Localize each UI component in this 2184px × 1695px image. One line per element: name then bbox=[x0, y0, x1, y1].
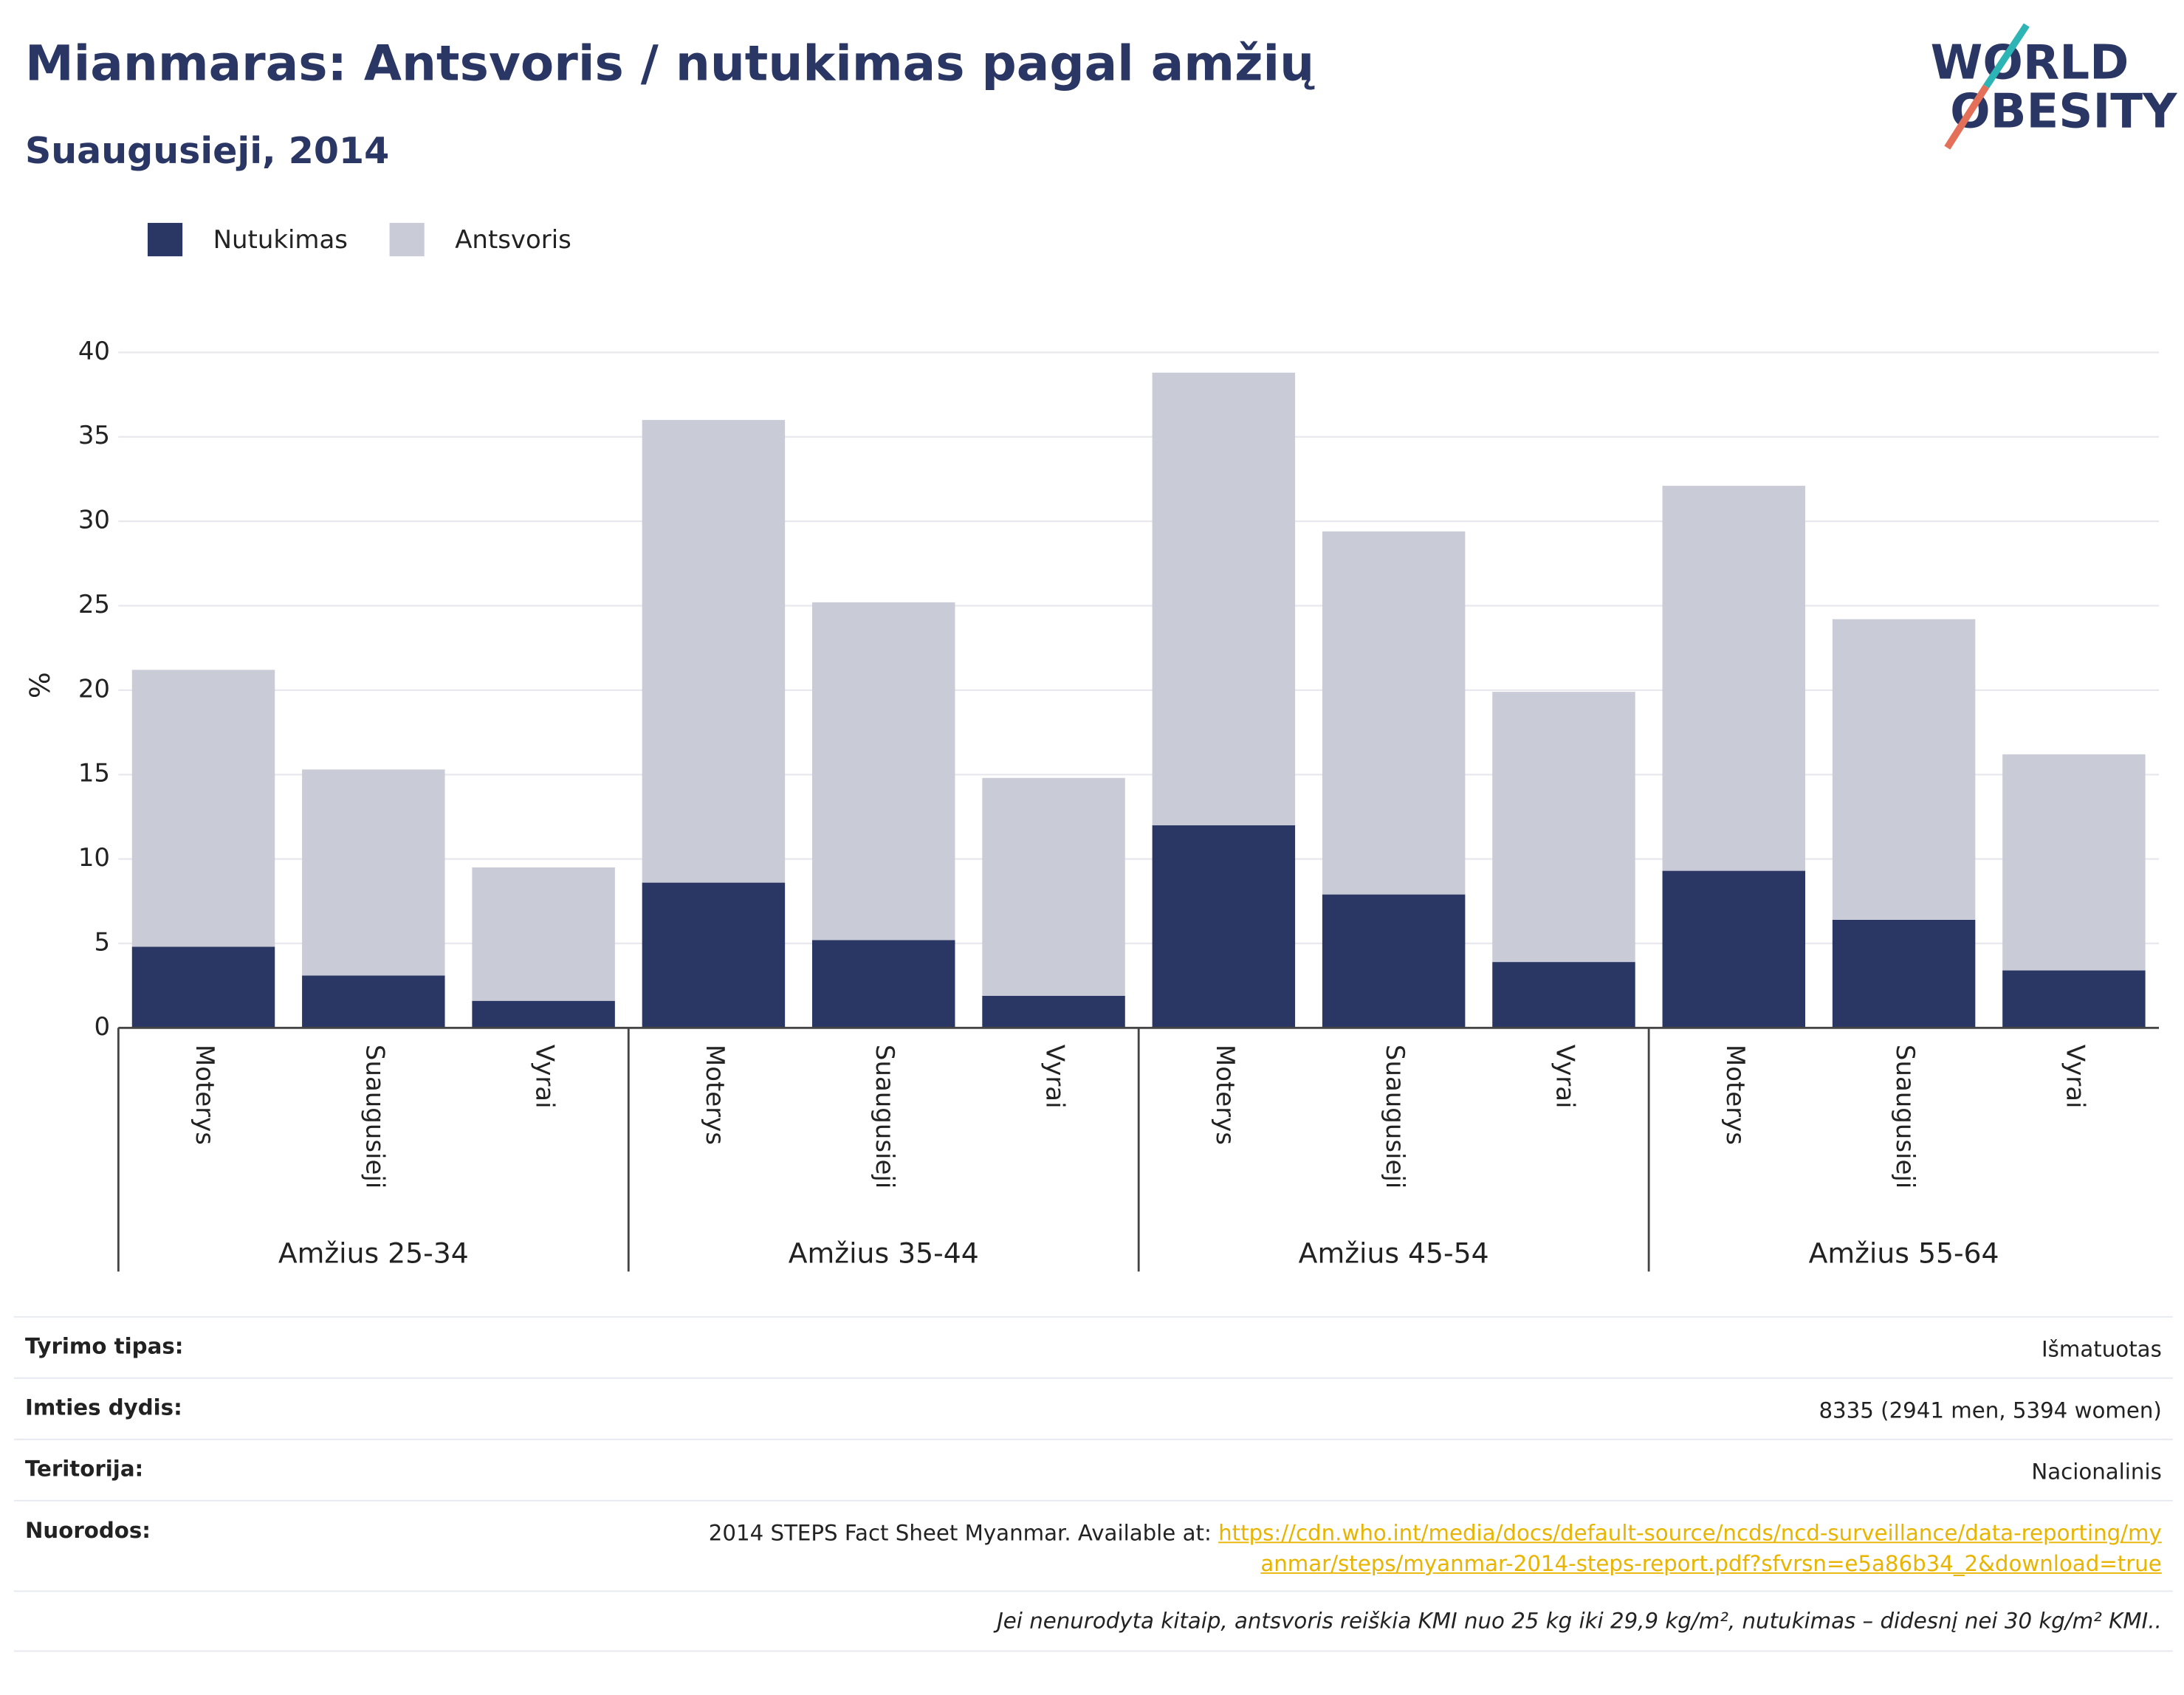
info-label: Imties dydis: bbox=[24, 1395, 182, 1421]
info: Tyrimo tipas: Išmatuotas Imties dydis: 8335… bbox=[13, 1316, 2173, 1652]
y-tick-label: 35 bbox=[78, 421, 110, 450]
bar-segment bbox=[1492, 962, 1635, 1028]
y-tick-label: 40 bbox=[78, 337, 110, 366]
logo-slash bbox=[1944, 84, 1990, 150]
y-tick-label: 0 bbox=[94, 1012, 110, 1042]
x-tick-label: Suaugusieji bbox=[360, 1045, 389, 1189]
x-tick-label: Vyrai bbox=[1550, 1045, 1579, 1109]
bar-segment bbox=[2002, 970, 2146, 1028]
info-table: Tyrimo tipas: Išmatuotas Imties dydis: 8335… bbox=[13, 1316, 2173, 1652]
legend-label: Nutukimas bbox=[213, 225, 348, 255]
info-label: Tyrimo tipas: bbox=[24, 1334, 184, 1360]
info-text: Nacionalinis bbox=[2031, 1460, 2162, 1485]
bar-segment bbox=[812, 602, 955, 941]
bar-segment bbox=[982, 777, 1125, 996]
bar-segment bbox=[1322, 894, 1466, 1028]
y-tick-label: 5 bbox=[94, 927, 110, 957]
bar-segment bbox=[131, 670, 275, 947]
info-value: 8335 (2941 men, 5394 women) bbox=[1819, 1395, 2161, 1426]
info-value: Išmatuotas bbox=[2042, 1334, 2162, 1365]
bar-segment bbox=[131, 946, 275, 1028]
bar-segment bbox=[302, 975, 445, 1028]
bar-segment bbox=[812, 940, 955, 1028]
x-tick-label: Moterys bbox=[700, 1045, 729, 1145]
info-value: Nacionalinis bbox=[2031, 1457, 2161, 1488]
legend-label: Antsvoris bbox=[455, 225, 571, 255]
reference-link[interactable]: https://cdn.who.int/media/docs/default-s… bbox=[1218, 1521, 2162, 1577]
bar-segment bbox=[1492, 692, 1635, 963]
chart-subtitle: Suaugusieji, 2014 bbox=[25, 129, 389, 172]
x-tick-label: Vyrai bbox=[530, 1045, 560, 1109]
bar-segment bbox=[1832, 919, 1976, 1028]
x-tick-label: Vyrai bbox=[1040, 1045, 1070, 1109]
x-tick-label: Suaugusieji bbox=[1890, 1045, 1920, 1189]
logo-text: OBESITY bbox=[1950, 83, 2178, 139]
info-text: 8335 (2941 men, 5394 women) bbox=[1819, 1398, 2162, 1424]
bar-segment bbox=[1322, 531, 1466, 895]
bar-segment bbox=[642, 419, 786, 883]
y-axis-label: % bbox=[24, 672, 56, 698]
bar-segment bbox=[302, 769, 445, 976]
info-row: Nuorodos: 2014 STEPS Fact Sheet Myanmar. … bbox=[13, 1499, 2173, 1591]
logo-slash bbox=[1983, 23, 2030, 89]
bar-segment bbox=[2002, 754, 2146, 971]
footnote: Jei nenurodyta kitaip, antsvoris reiškia… bbox=[997, 1608, 2162, 1634]
bar-segment bbox=[1832, 619, 1976, 920]
y-tick-label: 10 bbox=[78, 843, 110, 873]
info-value: 2014 STEPS Fact Sheet Myanmar. Available… bbox=[699, 1518, 2162, 1579]
chart-title: Mianmaras: Antsvoris / nutukimas pagal a… bbox=[25, 35, 1315, 92]
y-tick-label: 30 bbox=[78, 506, 110, 535]
info-label: Teritorija: bbox=[24, 1457, 144, 1482]
y-tick-label: 25 bbox=[78, 590, 110, 619]
info-label: Nuorodos: bbox=[24, 1518, 151, 1544]
info-row: Teritorija: Nacionalinis bbox=[13, 1438, 2173, 1500]
bar-segment bbox=[472, 1000, 615, 1028]
group-label: Amžius 25-34 bbox=[278, 1237, 469, 1269]
x-tick-label: Moterys bbox=[1720, 1045, 1750, 1145]
group-label: Amžius 55-64 bbox=[1809, 1237, 1999, 1269]
y-tick-label: 20 bbox=[78, 674, 110, 704]
info-text: Išmatuotas bbox=[2042, 1337, 2162, 1363]
bar-segment bbox=[1662, 486, 1806, 871]
x-tick-label: Moterys bbox=[1210, 1045, 1240, 1145]
bar-segment bbox=[1662, 870, 1806, 1028]
legend-swatch bbox=[147, 222, 183, 257]
bar-segment bbox=[642, 882, 786, 1028]
info-text: 2014 STEPS Fact Sheet Myanmar. Available… bbox=[708, 1521, 1212, 1547]
info-row: Jei nenurodyta kitaip, antsvoris reiškia… bbox=[13, 1590, 2173, 1652]
x-tick-label: Moterys bbox=[190, 1045, 219, 1145]
x-tick-label: Vyrai bbox=[2060, 1045, 2089, 1109]
bar-segment bbox=[472, 867, 615, 1001]
y-tick-label: 15 bbox=[78, 759, 110, 788]
group-label: Amžius 35-44 bbox=[789, 1237, 979, 1269]
info-row: Imties dydis: 8335 (2941 men, 5394 women) bbox=[13, 1377, 2173, 1439]
legend-swatch bbox=[389, 222, 425, 257]
group-label: Amžius 45-54 bbox=[1299, 1237, 1489, 1269]
x-tick-label: Suaugusieji bbox=[1380, 1045, 1409, 1189]
logo-text: WORLD bbox=[1931, 35, 2129, 90]
bar-segment bbox=[982, 995, 1125, 1028]
bar-segment bbox=[1152, 372, 1296, 825]
bar-segment bbox=[1152, 825, 1296, 1028]
info-row: Tyrimo tipas: Išmatuotas bbox=[13, 1316, 2173, 1378]
x-tick-label: Suaugusieji bbox=[870, 1045, 899, 1189]
